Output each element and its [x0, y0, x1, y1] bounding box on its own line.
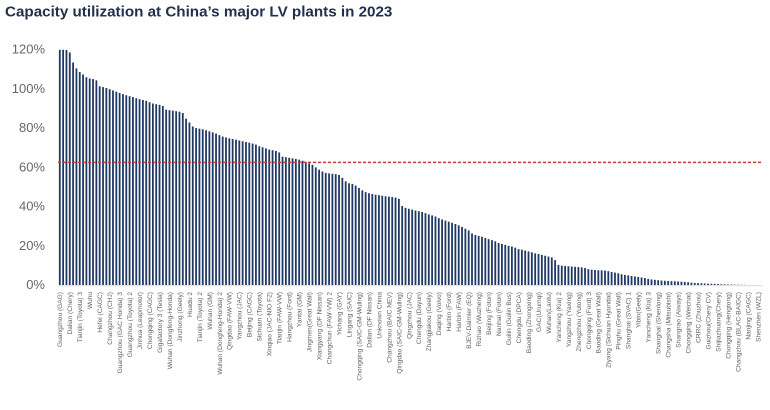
svg-text:Baoding (Great Wall): Baoding (Great Wall): [596, 292, 603, 353]
svg-text:Shenzhen (WZL): Shenzhen (WZL): [755, 292, 762, 342]
svg-text:Yancheng (Kia) 2: Yancheng (Kia) 2: [556, 292, 563, 343]
svg-text:Guangzhou (GAC Honda) 3: Guangzhou (GAC Honda) 3: [117, 292, 124, 374]
svg-text:Baoding (Zhongxing): Baoding (Zhongxing): [526, 292, 533, 353]
svg-text:Yancheng (Kia) 3: Yancheng (Kia) 3: [646, 292, 653, 343]
svg-text:Yichang (GAY): Yichang (GAY): [336, 292, 343, 335]
svg-text:Gigafactory 3 (Tesla): Gigafactory 3 (Tesla): [157, 292, 164, 353]
svg-text:CRRC (Zhuzhou): CRRC (Zhuzhou): [695, 292, 702, 343]
svg-text:Shanghai (Shenlong): Shanghai (Shenlong): [656, 292, 663, 354]
svg-text:Qingdao (SAIC-GM-Wuling): Qingdao (SAIC-GM-Wuling): [396, 292, 403, 374]
svg-text:80%: 80%: [19, 120, 45, 135]
svg-text:Nanhai (Foton): Nanhai (Foton): [496, 292, 503, 336]
svg-text:Tianjin (Toyota) 3: Tianjin (Toyota) 3: [77, 292, 84, 343]
svg-text:Yangzhou (Yaxing): Yangzhou (Yaxing): [566, 292, 573, 347]
svg-text:Changsha (Mitsubishi): Changsha (Mitsubishi): [666, 292, 673, 358]
svg-text:Pinghu (Great Wall): Pinghu (Great Wall): [616, 292, 623, 350]
svg-text:120%: 120%: [12, 42, 46, 57]
svg-text:Hefei (CAGC): Hefei (CAGC): [97, 292, 104, 333]
svg-text:Changzhou (CHJ): Changzhou (CHJ): [107, 292, 114, 345]
svg-text:100%: 100%: [12, 81, 46, 96]
svg-text:Guilin (Guilin Bus): Guilin (Guilin Bus): [506, 292, 513, 345]
svg-text:Qingzhou (JAC): Qingzhou (JAC): [406, 292, 413, 339]
svg-text:Shangrao (Aiways): Shangrao (Aiways): [676, 292, 683, 348]
svg-text:Changzhou (BAIC NEV): Changzhou (BAIC NEV): [386, 292, 393, 363]
svg-text:Chongqing (Weichai): Chongqing (Weichai): [685, 292, 692, 353]
svg-text:Beijing (CAGC): Beijing (CAGC): [247, 292, 254, 337]
svg-text:Tianjin (Toyota) 2: Tianjin (Toyota) 2: [197, 292, 204, 343]
svg-text:Sichuan (Toyota): Sichuan (Toyota): [257, 292, 264, 341]
svg-text:Lingang (SAIC): Lingang (SAIC): [346, 292, 353, 337]
svg-text:Jinhua (Leapmotor): Jinhua (Leapmotor): [137, 292, 144, 349]
svg-text:40%: 40%: [19, 199, 45, 214]
svg-text:Wuhan (Dongfeng-Honda) 2: Wuhan (Dongfeng-Honda) 2: [217, 292, 224, 375]
svg-text:Chongqing (CAGC): Chongqing (CAGC): [147, 292, 154, 349]
svg-text:Guangzhou (GAG): Guangzhou (GAG): [57, 292, 64, 347]
svg-text:BJEV-Daimler (EQ): BJEV-Daimler (EQ): [466, 292, 473, 349]
svg-text:Zhangjiakou (Geely): Zhangjiakou (Geely): [426, 292, 433, 351]
svg-text:Wuhu: Wuhu: [87, 292, 94, 309]
svg-text:Chengdu (Dayun): Chengdu (Dayun): [416, 292, 423, 344]
svg-text:Harbin (Ford): Harbin (Ford): [446, 292, 453, 331]
svg-text:Nanjing (CAGC): Nanjing (CAGC): [745, 292, 752, 340]
svg-text:Xiangyang (DF Nissan): Xiangyang (DF Nissan): [317, 292, 324, 360]
svg-text:Xinqiao (JAC-NIO F2): Xinqiao (JAC-NIO F2): [267, 292, 274, 356]
svg-text:Shijiazhuang(Chery): Shijiazhuang(Chery): [715, 292, 722, 352]
svg-text:Dalian (Chery): Dalian (Chery): [67, 292, 74, 335]
svg-text:Yangzhou (JAC): Yangzhou (JAC): [237, 292, 244, 340]
svg-text:Yibin(Geely): Yibin(Geely): [636, 292, 643, 328]
svg-text:Rizhao (Wuzheng): Rizhao (Wuzheng): [476, 292, 483, 347]
svg-text:60%: 60%: [19, 159, 45, 174]
svg-text:Changchun (FAW-VW) 2: Changchun (FAW-VW) 2: [326, 292, 333, 365]
svg-text:Qingdao (FAW-VW): Qingdao (FAW-VW): [227, 292, 234, 350]
svg-text:Chongqing (Ford) 3: Chongqing (Ford) 3: [586, 292, 593, 350]
svg-text:Chengdu (DPCA): Chengdu (DPCA): [516, 292, 523, 343]
svg-text:Changzhou (BLAC-BAIGC): Changzhou (BLAC-BAIGC): [735, 292, 742, 372]
svg-text:Daqing (Volvo): Daqing (Volvo): [436, 292, 443, 335]
svg-text:Zhengzhou (Yutong): Zhengzhou (Yutong): [576, 292, 583, 352]
svg-text:Wuhan(Lantu): Wuhan(Lantu): [546, 292, 553, 334]
svg-text:Harbin (FAW): Harbin (FAW): [456, 292, 463, 332]
svg-text:Capacity utilization at China’: Capacity utilization at China’s major LV…: [5, 4, 392, 21]
svg-text:Tianjin (FAW-VW): Tianjin (FAW-VW): [277, 292, 284, 344]
svg-text:Chongqing (SAIC-GM-Wuling): Chongqing (SAIC-GM-Wuling): [356, 292, 363, 381]
svg-text:Huadu 2: Huadu 2: [187, 292, 194, 317]
svg-text:Wuhan (GM): Wuhan (GM): [207, 292, 214, 330]
svg-text:Beijing (Foton): Beijing (Foton): [486, 292, 493, 335]
svg-text:Guizhou(Chery CV): Guizhou(Chery CV): [705, 292, 712, 350]
svg-text:Wuhan (Dongfeng-Honda): Wuhan (Dongfeng-Honda): [167, 292, 174, 369]
svg-text:20%: 20%: [19, 238, 45, 253]
svg-text:0%: 0%: [26, 277, 45, 292]
svg-text:Jingmen(Great Wall): Jingmen(Great Wall): [307, 292, 314, 352]
svg-text:Yantai (GM): Yantai (GM): [297, 292, 304, 327]
svg-text:Jinzhong (Geely): Jinzhong (Geely): [177, 292, 184, 342]
svg-text:Guangzhou (Toyota) 2: Guangzhou (Toyota) 2: [127, 292, 134, 358]
svg-text:GAC(Urumqi): GAC(Urumqi): [536, 292, 543, 332]
svg-text:Chongqing (Hengtong): Chongqing (Hengtong): [725, 292, 732, 359]
svg-text:Dalian (DF Nissan): Dalian (DF Nissan): [366, 292, 373, 348]
svg-text:Ziyang (Sichuan Hyundai): Ziyang (Sichuan Hyundai): [606, 292, 613, 368]
svg-text:Unknown China: Unknown China: [376, 292, 383, 339]
svg-text:Shanghai (SVAC) 1: Shanghai (SVAC) 1: [626, 292, 633, 349]
svg-text:Hangzhou (Ford): Hangzhou (Ford): [287, 292, 294, 342]
